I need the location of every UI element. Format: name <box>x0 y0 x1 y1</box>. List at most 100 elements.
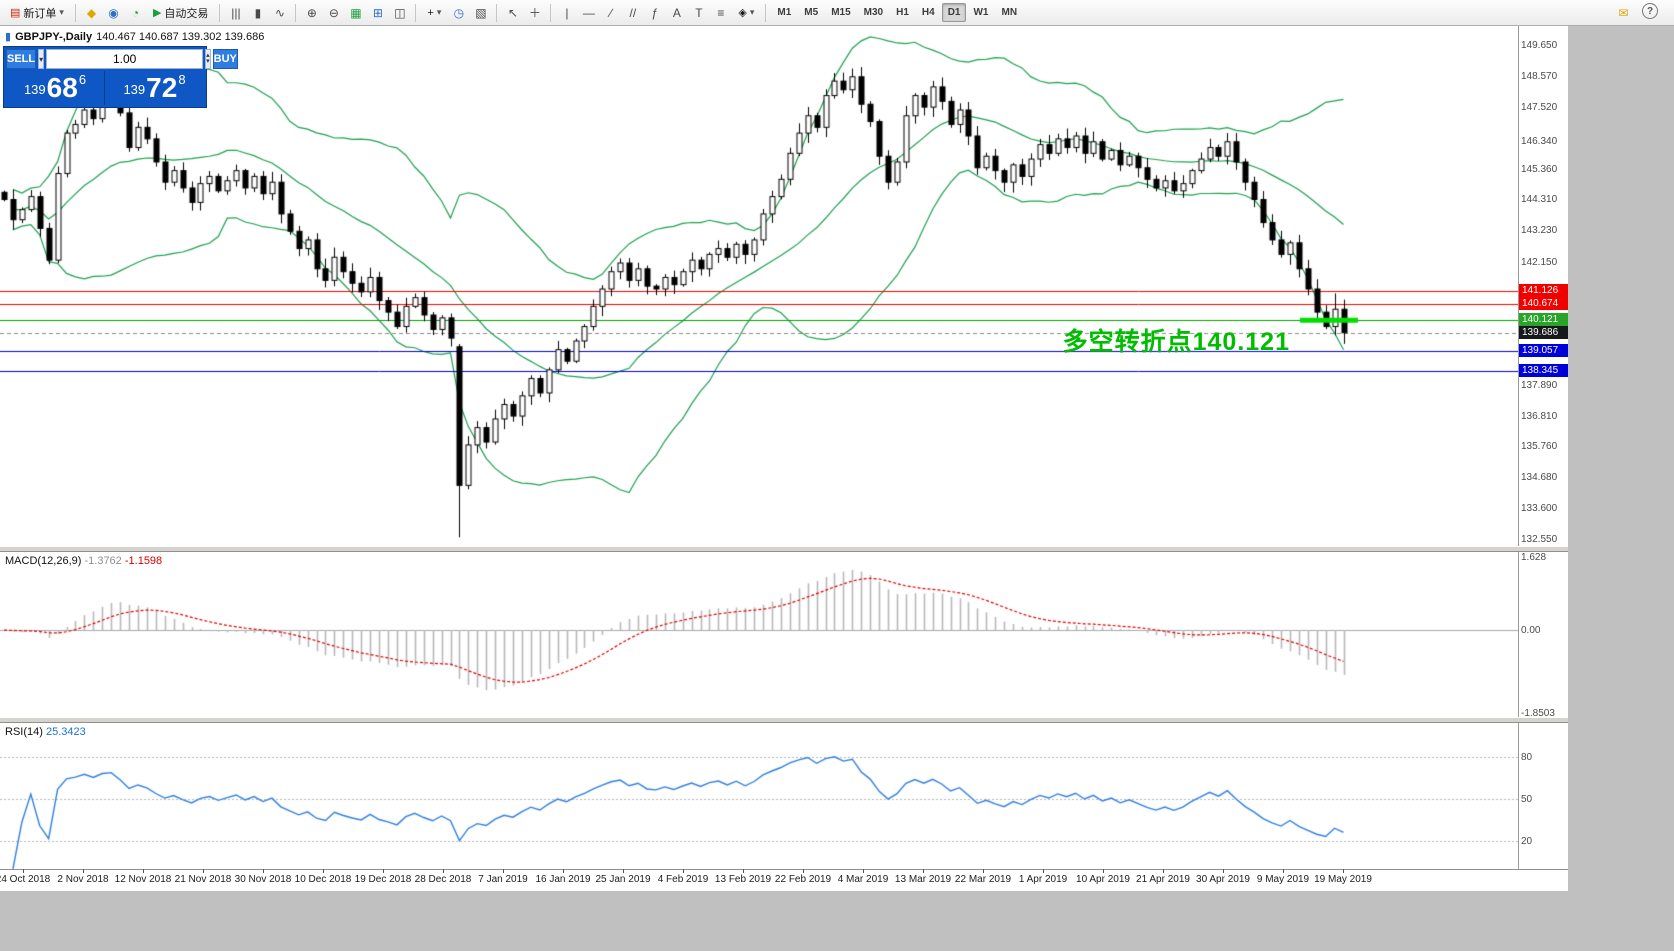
toolbar-separator <box>415 3 417 22</box>
date-label: 21 Nov 2018 <box>174 874 232 885</box>
macd-name: MACD(12,26,9) <box>5 555 82 567</box>
line-chart-icon[interactable]: ∿ <box>274 5 285 20</box>
panel-separator[interactable] <box>0 717 1568 723</box>
price-axis-label: 137.890 <box>1521 379 1558 391</box>
timeframe-m5[interactable]: M5 <box>804 7 819 18</box>
date-tick <box>683 869 684 873</box>
one-click-trading-panel: SELL ▾ ▴ ▾ BUY 139 68 6 139 72 8 <box>3 46 238 108</box>
date-tick <box>203 869 204 873</box>
text-tool-icon[interactable]: A <box>672 5 681 20</box>
new-order-button[interactable]: ▤ 新订单 ▾ <box>4 2 70 24</box>
timeframe-w1[interactable]: W1 <box>973 7 989 18</box>
date-label: 1 Apr 2019 <box>1018 874 1068 885</box>
macd-canvas[interactable] <box>0 552 1518 717</box>
indicators-list-icon[interactable]: ⊞ <box>372 5 383 20</box>
date-label: 28 Dec 2018 <box>414 874 472 885</box>
tile-windows-icon[interactable]: ◫ <box>394 5 406 20</box>
bar-chart-icon[interactable]: ||| <box>231 5 241 20</box>
rsi-level-label: 20 <box>1521 835 1533 847</box>
date-label: 7 Jan 2019 <box>478 874 528 885</box>
timeframe-d1[interactable]: D1 <box>941 3 967 22</box>
cursor-icon[interactable]: ↖ <box>507 5 518 20</box>
date-label: 21 Apr 2019 <box>1136 874 1190 885</box>
date-tick <box>1343 869 1344 873</box>
date-label: 13 Mar 2019 <box>894 874 952 885</box>
text-label-icon[interactable]: T <box>695 5 703 20</box>
period-clock-icon[interactable]: ◷ <box>453 5 465 20</box>
toolbar: ▤ 新订单 ▾ ◆ ◉ ◔ ▶ 自动交易 ||| ▮ ∿ ⊕ ⊖ ▦ ⊞ ◫ +… <box>0 0 1674 26</box>
rsi-canvas[interactable] <box>0 723 1518 869</box>
date-tick <box>323 869 324 873</box>
panel-separator[interactable] <box>0 546 1568 552</box>
main-chart-canvas[interactable] <box>0 28 1518 546</box>
price-axis-label: 135.760 <box>1521 441 1558 453</box>
timeframe-mn[interactable]: MN <box>1001 7 1018 18</box>
stepper-up-icon: ▴ <box>206 52 210 59</box>
rsi-label: RSI(14) 25.3423 <box>5 726 86 738</box>
price-line-badge: 139.686 <box>1519 325 1568 339</box>
date-label: 4 Feb 2019 <box>657 874 709 885</box>
play-icon: ▶ <box>152 7 162 19</box>
macd-main-value: -1.3762 <box>84 555 122 567</box>
trendline-icon[interactable]: ∕ <box>609 5 612 20</box>
chart-symbol-icon: ▮ <box>5 31 12 43</box>
sell-price-head: 139 <box>23 82 46 97</box>
autotrading-button[interactable]: ▶ 自动交易 <box>147 2 214 24</box>
sell-button[interactable]: SELL <box>6 49 37 69</box>
sell-price-main: 68 <box>46 72 78 103</box>
price-axis-label: 149.650 <box>1521 40 1558 52</box>
timeframe-m30[interactable]: M30 <box>863 7 884 18</box>
zoom-in-icon[interactable]: ⊕ <box>306 5 317 20</box>
price-line-badge: 139.057 <box>1519 343 1568 357</box>
volume-dropdown-icon[interactable]: ▾ <box>38 49 45 69</box>
volume-stepper[interactable]: ▴ ▾ <box>205 49 211 69</box>
date-label: 25 Jan 2019 <box>595 874 651 885</box>
rsi-level-label: 80 <box>1521 751 1533 763</box>
refresh-icon[interactable]: ◔ <box>131 5 140 20</box>
timeframe-h4[interactable]: H4 <box>921 7 935 18</box>
zoom-out-icon[interactable]: ⊖ <box>328 5 339 20</box>
buy-button[interactable]: BUY <box>212 49 238 69</box>
date-tick <box>743 869 744 873</box>
vertical-line-icon[interactable]: | <box>565 5 569 20</box>
chat-icon[interactable]: ✉ <box>1618 6 1629 20</box>
new-order-label: 新订单 <box>23 7 57 20</box>
volume-input[interactable] <box>46 49 204 69</box>
timeframe-h1[interactable]: H1 <box>896 7 909 18</box>
date-tick <box>443 869 444 873</box>
crosshair-icon[interactable]: ＋ <box>528 6 541 20</box>
grid-icon[interactable]: ▦ <box>350 5 362 20</box>
macd-label: MACD(12,26,9) -1.3762 -1.1598 <box>5 555 162 567</box>
pivot-annotation: 多空转折点140.121 <box>1062 328 1290 356</box>
rsi-name: RSI(14) <box>5 726 43 738</box>
rsi-value: 25.3423 <box>45 726 86 738</box>
price-axis[interactable] <box>1518 26 1568 869</box>
candlestick-chart-icon[interactable]: ▮ <box>254 5 262 20</box>
price-line-badge: 141.126 <box>1519 284 1568 298</box>
timeframe-m15[interactable]: M15 <box>831 7 851 18</box>
horizontal-line-icon[interactable]: — <box>582 5 595 20</box>
date-label: 9 May 2019 <box>1256 874 1310 885</box>
community-icon[interactable]: ◉ <box>108 5 119 20</box>
date-tick <box>863 869 864 873</box>
rsi-level-label: 50 <box>1521 793 1533 805</box>
time-axis[interactable] <box>0 869 1568 891</box>
timeframe-m1[interactable]: M1 <box>777 7 792 18</box>
price-axis-label: 144.310 <box>1521 194 1558 206</box>
metaeditor-icon[interactable]: ◆ <box>86 5 97 20</box>
date-label: 13 Feb 2019 <box>714 874 772 885</box>
objects-list-icon[interactable]: ≡ <box>717 5 725 20</box>
sell-price[interactable]: 139 68 6 <box>6 71 105 105</box>
toolbar-separator <box>295 3 297 22</box>
add-indicator-button[interactable]: + ▾ <box>421 4 447 22</box>
date-label: 10 Apr 2019 <box>1076 874 1130 885</box>
help-icon[interactable]: ? <box>1642 3 1658 19</box>
templates-icon[interactable]: ▧ <box>475 5 487 20</box>
date-tick <box>1103 869 1104 873</box>
arrows-tool-button[interactable]: ◈ ▾ <box>732 3 760 22</box>
chevron-down-icon: ▾ <box>436 7 442 17</box>
fibonacci-icon[interactable]: ƒ <box>651 5 659 20</box>
buy-price[interactable]: 139 72 8 <box>105 71 204 105</box>
stepper-down-icon: ▾ <box>206 58 210 65</box>
channel-icon[interactable]: // <box>629 5 637 20</box>
